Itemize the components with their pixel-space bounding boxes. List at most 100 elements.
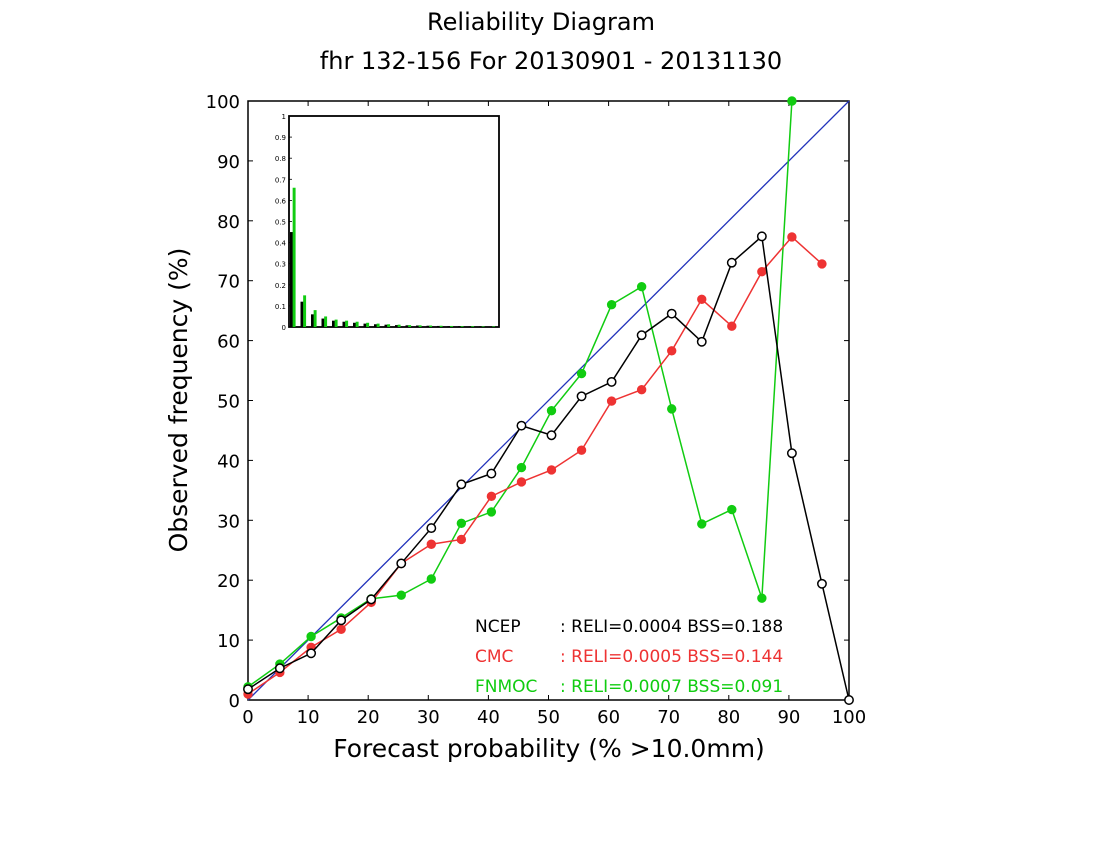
inset-bar-fnmoc (429, 325, 433, 327)
data-point-ncep (756, 231, 767, 242)
y-axis-label: Observed frequency (%) (164, 248, 193, 553)
data-point-cmc (817, 259, 827, 269)
inset-bar-fnmoc (387, 324, 391, 327)
data-point-cmc (456, 534, 467, 545)
data-point-cmc (546, 465, 557, 475)
y-tick-label: 100 (206, 92, 240, 113)
inset-histogram: 0 0.1 0.2 0.3 0.4 0.5 0.6 0.7 0.8 0.9 1 (275, 113, 500, 332)
x-tick-label: 90 (777, 707, 800, 728)
chart-subtitle: fhr 132-156 For 20130901 - 20131130 (320, 47, 782, 75)
data-point-ncep (726, 257, 737, 268)
x-tick-label: 80 (717, 707, 740, 728)
y-tick-label: 60 (217, 332, 240, 353)
inset-bar-fnmoc (376, 323, 380, 327)
y-tick-label: 30 (217, 511, 240, 532)
inset-bar-ncep (447, 326, 451, 327)
inset-y-tick-label: 0.8 (275, 155, 286, 163)
series-line-cmc (247, 235, 823, 695)
x-tick-label: 60 (597, 707, 620, 728)
data-point-ncep (306, 648, 317, 659)
perfect-reliability-line (247, 100, 850, 701)
data-point-ncep (606, 376, 617, 387)
inset-bar-fnmoc (450, 325, 454, 327)
x-tick-label: 20 (357, 707, 380, 728)
data-point-cmc (576, 445, 587, 455)
y-tick-label: 10 (217, 631, 240, 652)
inset-bar-fnmoc (292, 187, 296, 327)
data-point-cmc (336, 624, 346, 635)
inset-bar-ncep (321, 318, 325, 327)
inset-y-tick-label: 0 (282, 324, 286, 332)
inset-bar-fnmoc (481, 326, 485, 327)
inset-bar-ncep (426, 325, 430, 327)
inset-bar-ncep (363, 323, 367, 327)
inset-bar-fnmoc (324, 316, 328, 327)
data-point-ncep (426, 523, 437, 534)
inset-bar-fnmoc (471, 326, 475, 327)
data-point-fnmoc (606, 299, 617, 310)
legend-name-ncep: NCEP (475, 617, 521, 637)
legend-stats-fnmoc: : RELI=0.0007 BSS=0.091 (560, 677, 783, 697)
data-point-cmc (636, 385, 647, 395)
inset-bar-fnmoc (303, 295, 307, 327)
inset-bar-ncep (437, 325, 440, 327)
data-point-cmc (667, 346, 677, 356)
inset-bar-fnmoc (345, 320, 349, 327)
inset-bar-ncep (374, 324, 377, 327)
data-point-fnmoc (516, 462, 527, 473)
data-point-ncep (243, 684, 253, 695)
x-tick-label: 10 (297, 707, 320, 728)
inset-bar-ncep (353, 322, 356, 327)
x-tick-label: 0 (242, 707, 253, 728)
inset-bar-fnmoc (334, 319, 338, 327)
data-point-cmc (787, 232, 797, 242)
y-tick-label: 80 (217, 212, 240, 233)
inset-bar-ncep (300, 301, 304, 327)
inset-bar-fnmoc (366, 322, 370, 327)
chart-title: Reliability Diagram (427, 8, 655, 36)
x-tick-label: 50 (537, 707, 560, 728)
data-point-fnmoc (576, 368, 587, 379)
inset-y-tick-label: 0.1 (275, 303, 286, 311)
inset-y-tick-label: 1 (282, 113, 286, 121)
inset-bar-ncep (384, 324, 388, 327)
inset-bar-fnmoc (408, 325, 412, 327)
data-point-ncep (844, 695, 854, 705)
data-point-cmc (727, 321, 737, 331)
inset-bar-fnmoc (418, 325, 422, 327)
data-point-cmc (757, 267, 767, 277)
data-point-fnmoc (697, 519, 707, 529)
legend-name-cmc: CMC (475, 647, 513, 667)
inset-y-tick-label: 0.7 (275, 176, 286, 184)
data-point-ncep (636, 330, 647, 341)
data-point-ncep (336, 615, 347, 626)
inset-bar-ncep (479, 326, 482, 327)
data-point-ncep (486, 468, 497, 479)
data-point-ncep (456, 479, 467, 490)
data-point-fnmoc (306, 631, 316, 642)
inset-bar-fnmoc (355, 321, 359, 327)
x-tick-label: 100 (832, 707, 866, 728)
data-point-ncep (396, 558, 407, 569)
inset-y-tick-label: 0.9 (275, 134, 286, 142)
y-tick-label: 40 (217, 451, 240, 472)
inset-bar-ncep (332, 320, 335, 327)
data-point-fnmoc (667, 404, 677, 414)
y-tick-label: 90 (217, 152, 240, 173)
data-point-fnmoc (757, 593, 767, 603)
data-point-ncep (546, 430, 557, 441)
plot-area: 0 10 20 30 40 50 60 70 80 90 100010203040506070809… (206, 92, 867, 728)
legend-name-fnmoc: FNMOC (475, 677, 537, 697)
y-tick-label: 20 (217, 571, 240, 592)
inset-bar-ncep (342, 321, 346, 327)
data-point-cmc (516, 477, 527, 487)
data-point-cmc (697, 294, 707, 304)
data-point-fnmoc (396, 590, 406, 600)
data-point-fnmoc (426, 574, 437, 584)
x-axis-label: Forecast probability (% >10.0mm) (333, 734, 765, 763)
data-point-fnmoc (787, 96, 797, 106)
inset-bar-fnmoc (439, 325, 443, 327)
data-point-ncep (696, 336, 707, 347)
y-tick-label: 50 (217, 392, 240, 413)
